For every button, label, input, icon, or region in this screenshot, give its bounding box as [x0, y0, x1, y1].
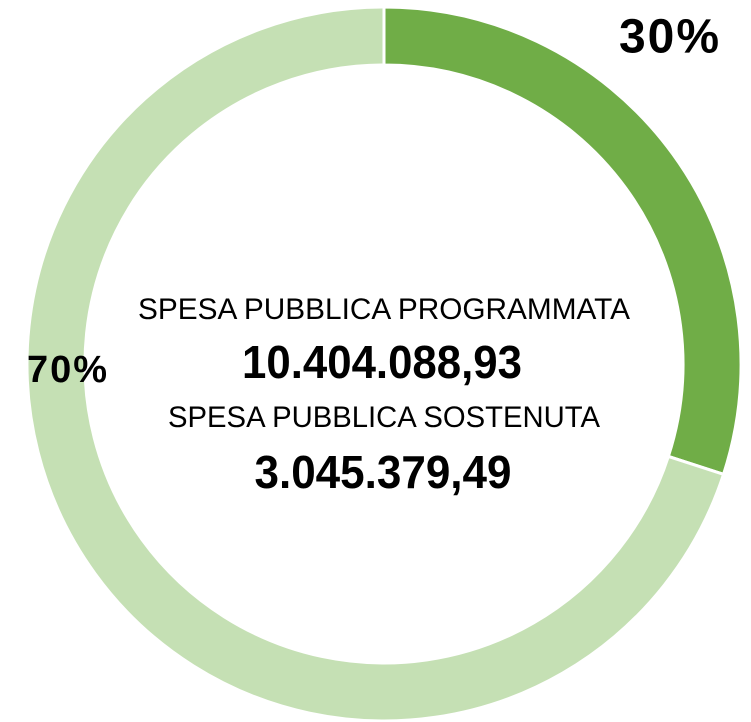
- donut-segment: [25, 5, 726, 722]
- data-label: 70%: [27, 349, 109, 391]
- annotation: 3.045.379,49: [255, 446, 512, 498]
- annotation: 10.404.088,93: [242, 336, 522, 388]
- data-label: 30%: [619, 11, 721, 64]
- annotation: SPESA PUBBLICA SOSTENUTA: [168, 401, 600, 434]
- annotation: SPESA PUBBLICA PROGRAMMATA: [138, 293, 630, 326]
